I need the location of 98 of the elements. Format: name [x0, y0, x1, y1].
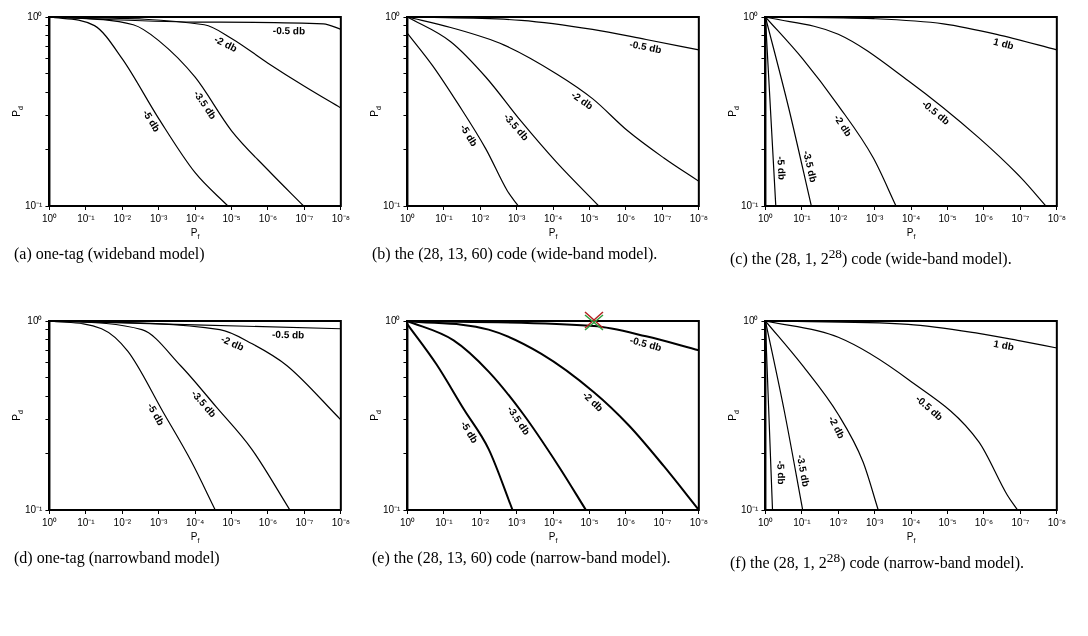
x-tick-label: 10⁻¹: [435, 212, 454, 224]
x-tick-label: 10⁻¹: [77, 212, 96, 224]
y-tick-label: 10⁻¹: [741, 199, 760, 211]
x-tick-label: 10⁰: [399, 212, 416, 224]
x-tick-label: 10⁻⁸: [331, 516, 350, 528]
x-tick-label: 10⁻¹: [435, 516, 454, 528]
x-tick-label: 10⁻¹: [793, 212, 812, 224]
x-tick-label: 10⁻⁵: [580, 212, 599, 224]
x-tick-label: 10⁻⁸: [331, 212, 350, 224]
text: -0.5 db: [919, 98, 952, 127]
x-tick-label: 10⁻⁷: [1011, 516, 1030, 528]
x-tick-label: 10⁻⁵: [938, 212, 957, 224]
x-tick-label: 10⁻³: [507, 212, 527, 224]
x-tick-label: 10⁻⁷: [653, 212, 672, 224]
text: -3.5 db: [801, 149, 820, 184]
x-tick-label: 10⁻⁷: [295, 212, 314, 224]
x-tick-label: 10⁻⁷: [295, 516, 314, 528]
text: -0.5 db: [628, 334, 663, 354]
x-tick-label: 10⁻⁶: [258, 516, 278, 528]
x-tick-label: 10⁻²: [113, 212, 132, 224]
text: -3.5 db: [794, 453, 812, 488]
y-tick-label: 10⁰: [385, 10, 401, 22]
x-tick-label: 10⁻⁴: [543, 516, 563, 528]
y-tick-label: 10⁻¹: [383, 503, 402, 515]
x-tick-label: 10⁻⁸: [689, 516, 708, 528]
x-tick-label: 10⁻¹: [793, 516, 812, 528]
x-tick-label: 10⁻⁵: [222, 516, 241, 528]
text: -2 db: [580, 389, 606, 414]
x-tick-label: 10⁻⁵: [938, 516, 957, 528]
text: -5 db: [140, 107, 163, 134]
x-tick-label: 10⁰: [41, 516, 58, 528]
x-tick-label: 10⁻⁶: [258, 212, 278, 224]
x-tick-label: 10⁻⁶: [974, 212, 994, 224]
text: 1 db: [992, 35, 1016, 52]
x-tick-label: 10⁻⁸: [689, 212, 708, 224]
x-tick-label: 10⁻⁷: [653, 516, 672, 528]
y-tick-label: 10⁻¹: [741, 503, 760, 515]
text: (d) one-tag (narrowband model): [13, 548, 221, 569]
y-tick-label: 10⁰: [385, 314, 401, 326]
x-tick-label: 10⁻⁸: [1047, 516, 1066, 528]
x-tick-label: 10⁻⁷: [1011, 212, 1030, 224]
text: -3.5 db: [191, 88, 219, 122]
series-label: -0.5 db: [272, 24, 306, 37]
x-tick-label: 10⁻¹: [77, 516, 96, 528]
x-tick-label: 10⁻⁴: [901, 516, 921, 528]
y-tick-label: 10⁰: [27, 314, 43, 326]
y-tick-label: 10⁰: [27, 10, 43, 22]
x-tick-label: 10⁻²: [113, 516, 132, 528]
x-tick-label: 10⁻⁵: [222, 212, 241, 224]
x-tick-label: 10⁻⁶: [616, 212, 636, 224]
x-tick-label: 10⁻⁵: [580, 516, 599, 528]
x-tick-label: 10⁻²: [829, 516, 848, 528]
y-tick-label: 10⁻¹: [25, 199, 44, 211]
text: -3.5 db: [505, 404, 533, 437]
x-tick-label: 10⁻⁴: [543, 212, 563, 224]
text: -2 db: [831, 112, 855, 139]
text: (f) the (28, 1, 2$^{28}$) code (narrow-band model).: [729, 549, 1026, 574]
text: (b) the (28, 13, 60) code (wide-band model).: [371, 244, 659, 265]
text: -2 db: [212, 33, 239, 54]
x-tick-label: 10⁻⁶: [974, 516, 994, 528]
text: -0.5 db: [913, 392, 946, 423]
x-tick-label: 10⁻³: [865, 212, 885, 224]
text: -3.5 db: [501, 111, 531, 143]
x-tick-label: 10⁻³: [507, 516, 527, 528]
x-tick-label: 10⁻²: [829, 212, 848, 224]
text: 1 db: [992, 338, 1015, 353]
y-tick-label: 10⁰: [743, 10, 759, 22]
text: -2 db: [569, 89, 596, 112]
text: -5 db: [145, 401, 167, 428]
x-tick-label: 10⁻⁴: [185, 212, 205, 224]
x-tick-label: 10⁻⁴: [901, 212, 921, 224]
text: -5 db: [457, 122, 480, 149]
text: -0.5 db: [628, 38, 663, 56]
x-tick-label: 10⁻²: [471, 212, 490, 224]
text: -2 db: [219, 333, 246, 353]
text: (c) the (28, 1, 2$^{28}$) code (wide-band model).: [729, 245, 1013, 270]
x-tick-label: 10⁻³: [865, 516, 885, 528]
x-tick-label: 10⁰: [757, 516, 774, 528]
text: -5 db: [458, 419, 481, 446]
x-tick-label: 10⁰: [757, 212, 774, 224]
x-tick-label: 10⁻³: [149, 212, 169, 224]
text: -5 db: [775, 155, 788, 181]
x-tick-label: 10⁻⁸: [1047, 212, 1066, 224]
y-tick-label: 10⁰: [743, 314, 759, 326]
y-tick-label: 10⁻¹: [383, 199, 402, 211]
text: (a) one-tag (wideband model): [13, 244, 206, 265]
x-tick-label: 10⁻³: [149, 516, 169, 528]
text: -3.5 db: [189, 387, 219, 420]
x-tick-label: 10⁰: [399, 516, 416, 528]
series-label: -0.5 db: [271, 328, 305, 341]
text: -5 db: [775, 460, 788, 485]
x-tick-label: 10⁻⁶: [616, 516, 636, 528]
x-tick-label: 10⁻²: [471, 516, 490, 528]
text: -2 db: [826, 414, 848, 441]
x-tick-label: 10⁰: [41, 212, 58, 224]
text: (e) the (28, 13, 60) code (narrow-band model).: [371, 548, 672, 569]
y-tick-label: 10⁻¹: [25, 503, 44, 515]
x-tick-label: 10⁻⁴: [185, 516, 205, 528]
